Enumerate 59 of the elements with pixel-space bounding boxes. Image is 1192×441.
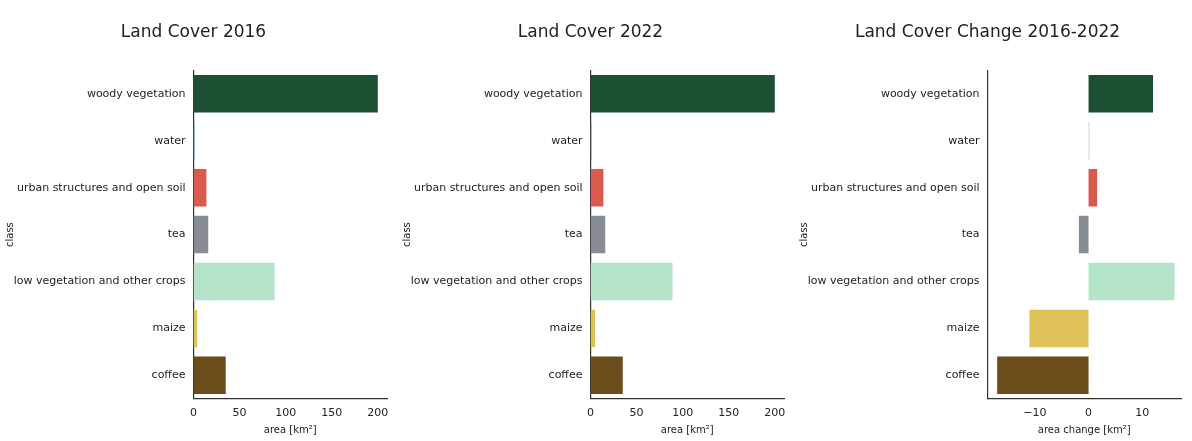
chart-title: Land Cover 2022 xyxy=(517,20,664,41)
x-tick-label: 10 xyxy=(1135,406,1150,420)
y-tick-label: water xyxy=(948,133,980,147)
x-axis-title: area [km²] xyxy=(263,423,317,435)
x-tick-label: 0 xyxy=(587,406,594,420)
y-tick-label: woody vegetation xyxy=(86,86,186,100)
y-tick-label: tea xyxy=(961,227,980,241)
y-tick-label: urban structures and open soil xyxy=(810,180,980,194)
bar xyxy=(590,168,604,207)
x-tick-label: 200 xyxy=(764,406,786,420)
x-tick-label: 0 xyxy=(1085,406,1093,420)
x-tick-label: 0 xyxy=(190,406,197,420)
bar xyxy=(1088,262,1175,301)
x-axis-title: area [km²] xyxy=(660,423,714,435)
chart-title: Land Cover Change 2016-2022 xyxy=(854,20,1121,41)
y-tick-label: maize xyxy=(152,321,186,335)
y-tick-label: low vegetation and other crops xyxy=(13,274,186,288)
bar xyxy=(193,356,226,395)
x-tick-label: 150 xyxy=(718,406,740,420)
y-tick-label: water xyxy=(551,133,583,147)
y-tick-label: coffee xyxy=(945,368,980,382)
x-tick-label: 200 xyxy=(367,406,389,420)
y-tick-label: tea xyxy=(167,227,186,241)
bar xyxy=(590,75,775,113)
y-tick-label: urban structures and open soil xyxy=(413,180,583,194)
y-tick-label: woody vegetation xyxy=(880,86,980,100)
bar xyxy=(193,215,209,254)
y-tick-label: tea xyxy=(564,227,583,241)
y-tick-label: coffee xyxy=(151,368,186,382)
bar xyxy=(1088,75,1154,113)
x-tick-label: 50 xyxy=(629,406,644,420)
bar xyxy=(590,215,606,254)
y-tick-label: water xyxy=(154,133,186,147)
y-tick-label: maize xyxy=(549,321,583,335)
bar xyxy=(997,356,1089,395)
x-tick-label: 50 xyxy=(232,406,247,420)
bar xyxy=(590,262,673,301)
x-tick-label: 100 xyxy=(672,406,694,420)
bar xyxy=(1088,168,1098,207)
x-axis-title: area change [km²] xyxy=(1037,423,1131,435)
x-tick-label: −10 xyxy=(1023,406,1047,420)
y-tick-label: woody vegetation xyxy=(483,86,583,100)
x-tick-label: 150 xyxy=(321,406,343,420)
y-tick-label: coffee xyxy=(548,368,583,382)
y-tick-label: urban structures and open soil xyxy=(16,180,186,194)
y-axis-title: class xyxy=(797,222,809,248)
bar xyxy=(1029,309,1089,348)
y-tick-label: low vegetation and other crops xyxy=(807,274,980,288)
y-tick-label: low vegetation and other crops xyxy=(410,274,583,288)
bar xyxy=(193,168,207,207)
bar xyxy=(193,262,275,301)
chart-title: Land Cover 2016 xyxy=(120,20,267,41)
y-axis-title: class xyxy=(400,222,412,248)
y-axis-title: class xyxy=(3,222,15,248)
bar xyxy=(1078,215,1089,254)
bar xyxy=(590,356,623,395)
y-tick-label: maize xyxy=(946,321,980,335)
x-tick-label: 100 xyxy=(275,406,297,420)
bar xyxy=(193,75,378,113)
